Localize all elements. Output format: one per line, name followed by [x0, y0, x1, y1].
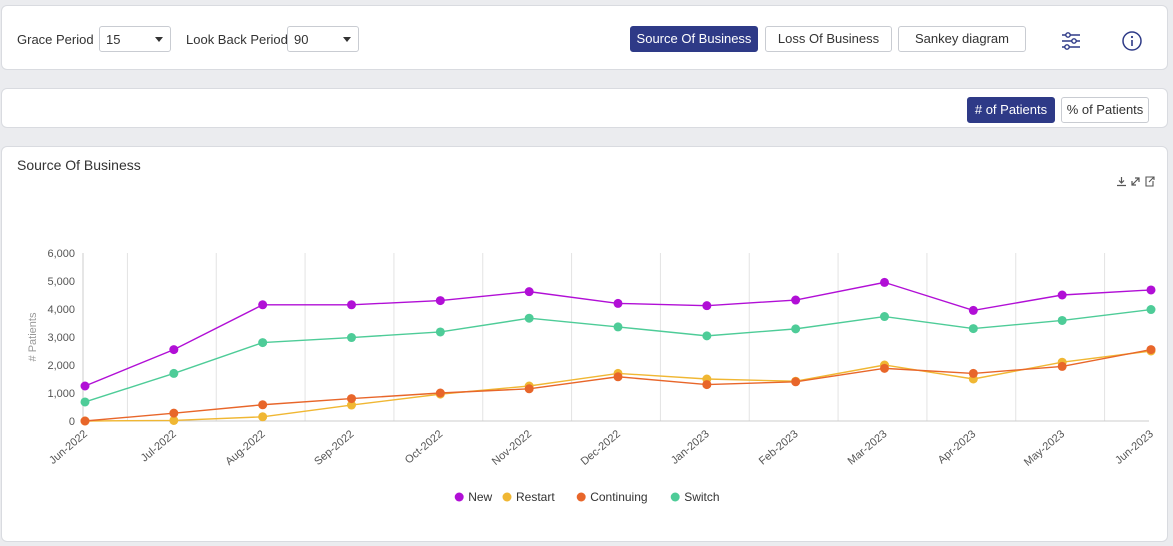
point-switch: [880, 312, 889, 322]
chart-title: Source Of Business: [17, 157, 141, 173]
count-of-patients-button[interactable]: # of Patients: [967, 97, 1055, 123]
point-continuing: [613, 372, 623, 382]
filter-bar: Grace Period 15 Look Back Period 90 Sour…: [1, 5, 1168, 70]
point-switch: [702, 331, 712, 341]
point-continuing: [80, 416, 90, 426]
x-tick-label: Jun-2022: [47, 428, 90, 467]
x-tick-label: Mar-2023: [846, 428, 890, 467]
tab-source-of-business[interactable]: Source Of Business: [630, 26, 758, 52]
info-icon[interactable]: [1121, 30, 1143, 52]
y-tick-label: 3,000: [47, 332, 75, 344]
point-switch: [1057, 315, 1067, 325]
point-continuing: [791, 377, 801, 387]
point-switch: [968, 324, 978, 334]
point-new: [169, 345, 179, 355]
x-tick-label: Nov-2022: [490, 428, 534, 468]
point-new: [702, 301, 712, 311]
grace-period-value: 15: [106, 32, 121, 47]
point-new: [613, 298, 623, 308]
legend-marker-restart: [502, 492, 512, 502]
y-tick-label: 2,000: [47, 360, 75, 372]
point-switch: [613, 322, 623, 332]
x-tick-label: May-2023: [1022, 428, 1067, 469]
point-continuing: [347, 394, 356, 404]
point-switch: [524, 313, 534, 323]
y-tick-label: 4,000: [47, 304, 75, 316]
point-continuing: [524, 384, 534, 394]
x-tick-label: Apr-2023: [936, 428, 978, 466]
chart-plot: 0 1,000 2,000 3,000 4,000 5,000 6,000 # Patient…: [27, 248, 1156, 504]
point-continuing: [1146, 345, 1156, 355]
point-restart: [169, 415, 179, 425]
point-continuing: [968, 368, 978, 378]
point-switch: [169, 368, 179, 378]
legend-label-new: New: [468, 490, 492, 504]
grace-period-label: Grace Period: [17, 32, 94, 47]
point-continuing: [169, 408, 179, 418]
metric-toggle-bar: # of Patients % of Patients: [1, 88, 1168, 128]
point-switch: [80, 397, 90, 407]
series-line-continuing: [84, 348, 1152, 422]
tab-loss-of-business[interactable]: Loss Of Business: [765, 26, 892, 52]
y-tick-label: 0: [69, 416, 75, 428]
export-icon[interactable]: [1144, 174, 1155, 187]
legend-marker-continuing: [576, 492, 586, 502]
series-line-restart: [84, 350, 1152, 422]
point-new: [80, 381, 90, 391]
point-new: [258, 300, 268, 310]
expand-icon[interactable]: [1130, 174, 1141, 186]
chart-card: Source Of Business 0 1,000 2,000 3,000 4,000…: [1, 146, 1168, 542]
point-restart: [258, 412, 268, 422]
legend-label-continuing: Continuing: [590, 490, 647, 504]
y-tick-label: 6,000: [47, 248, 75, 260]
percent-of-patients-button[interactable]: % of Patients: [1061, 97, 1149, 123]
legend-label-restart: Restart: [516, 490, 555, 504]
legend-label-switch: Switch: [684, 490, 719, 504]
look-back-period-value: 90: [294, 32, 309, 47]
point-new: [968, 305, 978, 315]
point-continuing: [435, 388, 445, 398]
point-continuing: [258, 400, 268, 410]
look-back-period-select[interactable]: 90: [287, 26, 359, 52]
x-tick-label: Jan-2023: [669, 428, 712, 467]
point-switch: [791, 324, 801, 334]
point-continuing: [1057, 361, 1067, 371]
look-back-period-label: Look Back Period: [186, 32, 288, 47]
point-new: [1057, 290, 1067, 300]
x-tick-label: Sep-2022: [312, 428, 356, 468]
point-new: [435, 296, 445, 306]
x-tick-label: Oct-2022: [403, 428, 445, 466]
point-switch: [347, 333, 356, 343]
x-tick-label: Jul-2022: [139, 428, 179, 464]
tab-sankey-diagram[interactable]: Sankey diagram: [898, 26, 1026, 52]
point-switch: [435, 327, 445, 337]
y-tick-label: 5,000: [47, 276, 75, 288]
grace-period-select[interactable]: 15: [99, 26, 171, 52]
point-new: [791, 295, 801, 305]
point-new: [347, 300, 356, 310]
point-new: [524, 287, 534, 297]
point-switch: [258, 338, 268, 348]
x-tick-label: Feb-2023: [757, 428, 801, 467]
point-new: [1146, 285, 1156, 295]
sliders-icon[interactable]: [1060, 30, 1082, 52]
point-continuing: [702, 380, 712, 390]
legend-marker-new: [454, 492, 464, 502]
point-switch: [1146, 305, 1156, 315]
download-icon[interactable]: [1116, 174, 1127, 187]
y-axis-label: # Patients: [27, 312, 39, 361]
chevron-down-icon: [155, 37, 163, 42]
y-tick-label: 1,000: [47, 388, 75, 400]
x-tick-label: Aug-2022: [223, 428, 267, 468]
point-new: [880, 277, 889, 287]
chevron-down-icon: [343, 37, 351, 42]
point-continuing: [880, 363, 889, 373]
legend-marker-switch: [670, 492, 680, 502]
x-tick-label: Jun-2023: [1113, 428, 1156, 467]
x-tick-label: Dec-2022: [579, 428, 623, 468]
point-restart: [347, 400, 356, 410]
